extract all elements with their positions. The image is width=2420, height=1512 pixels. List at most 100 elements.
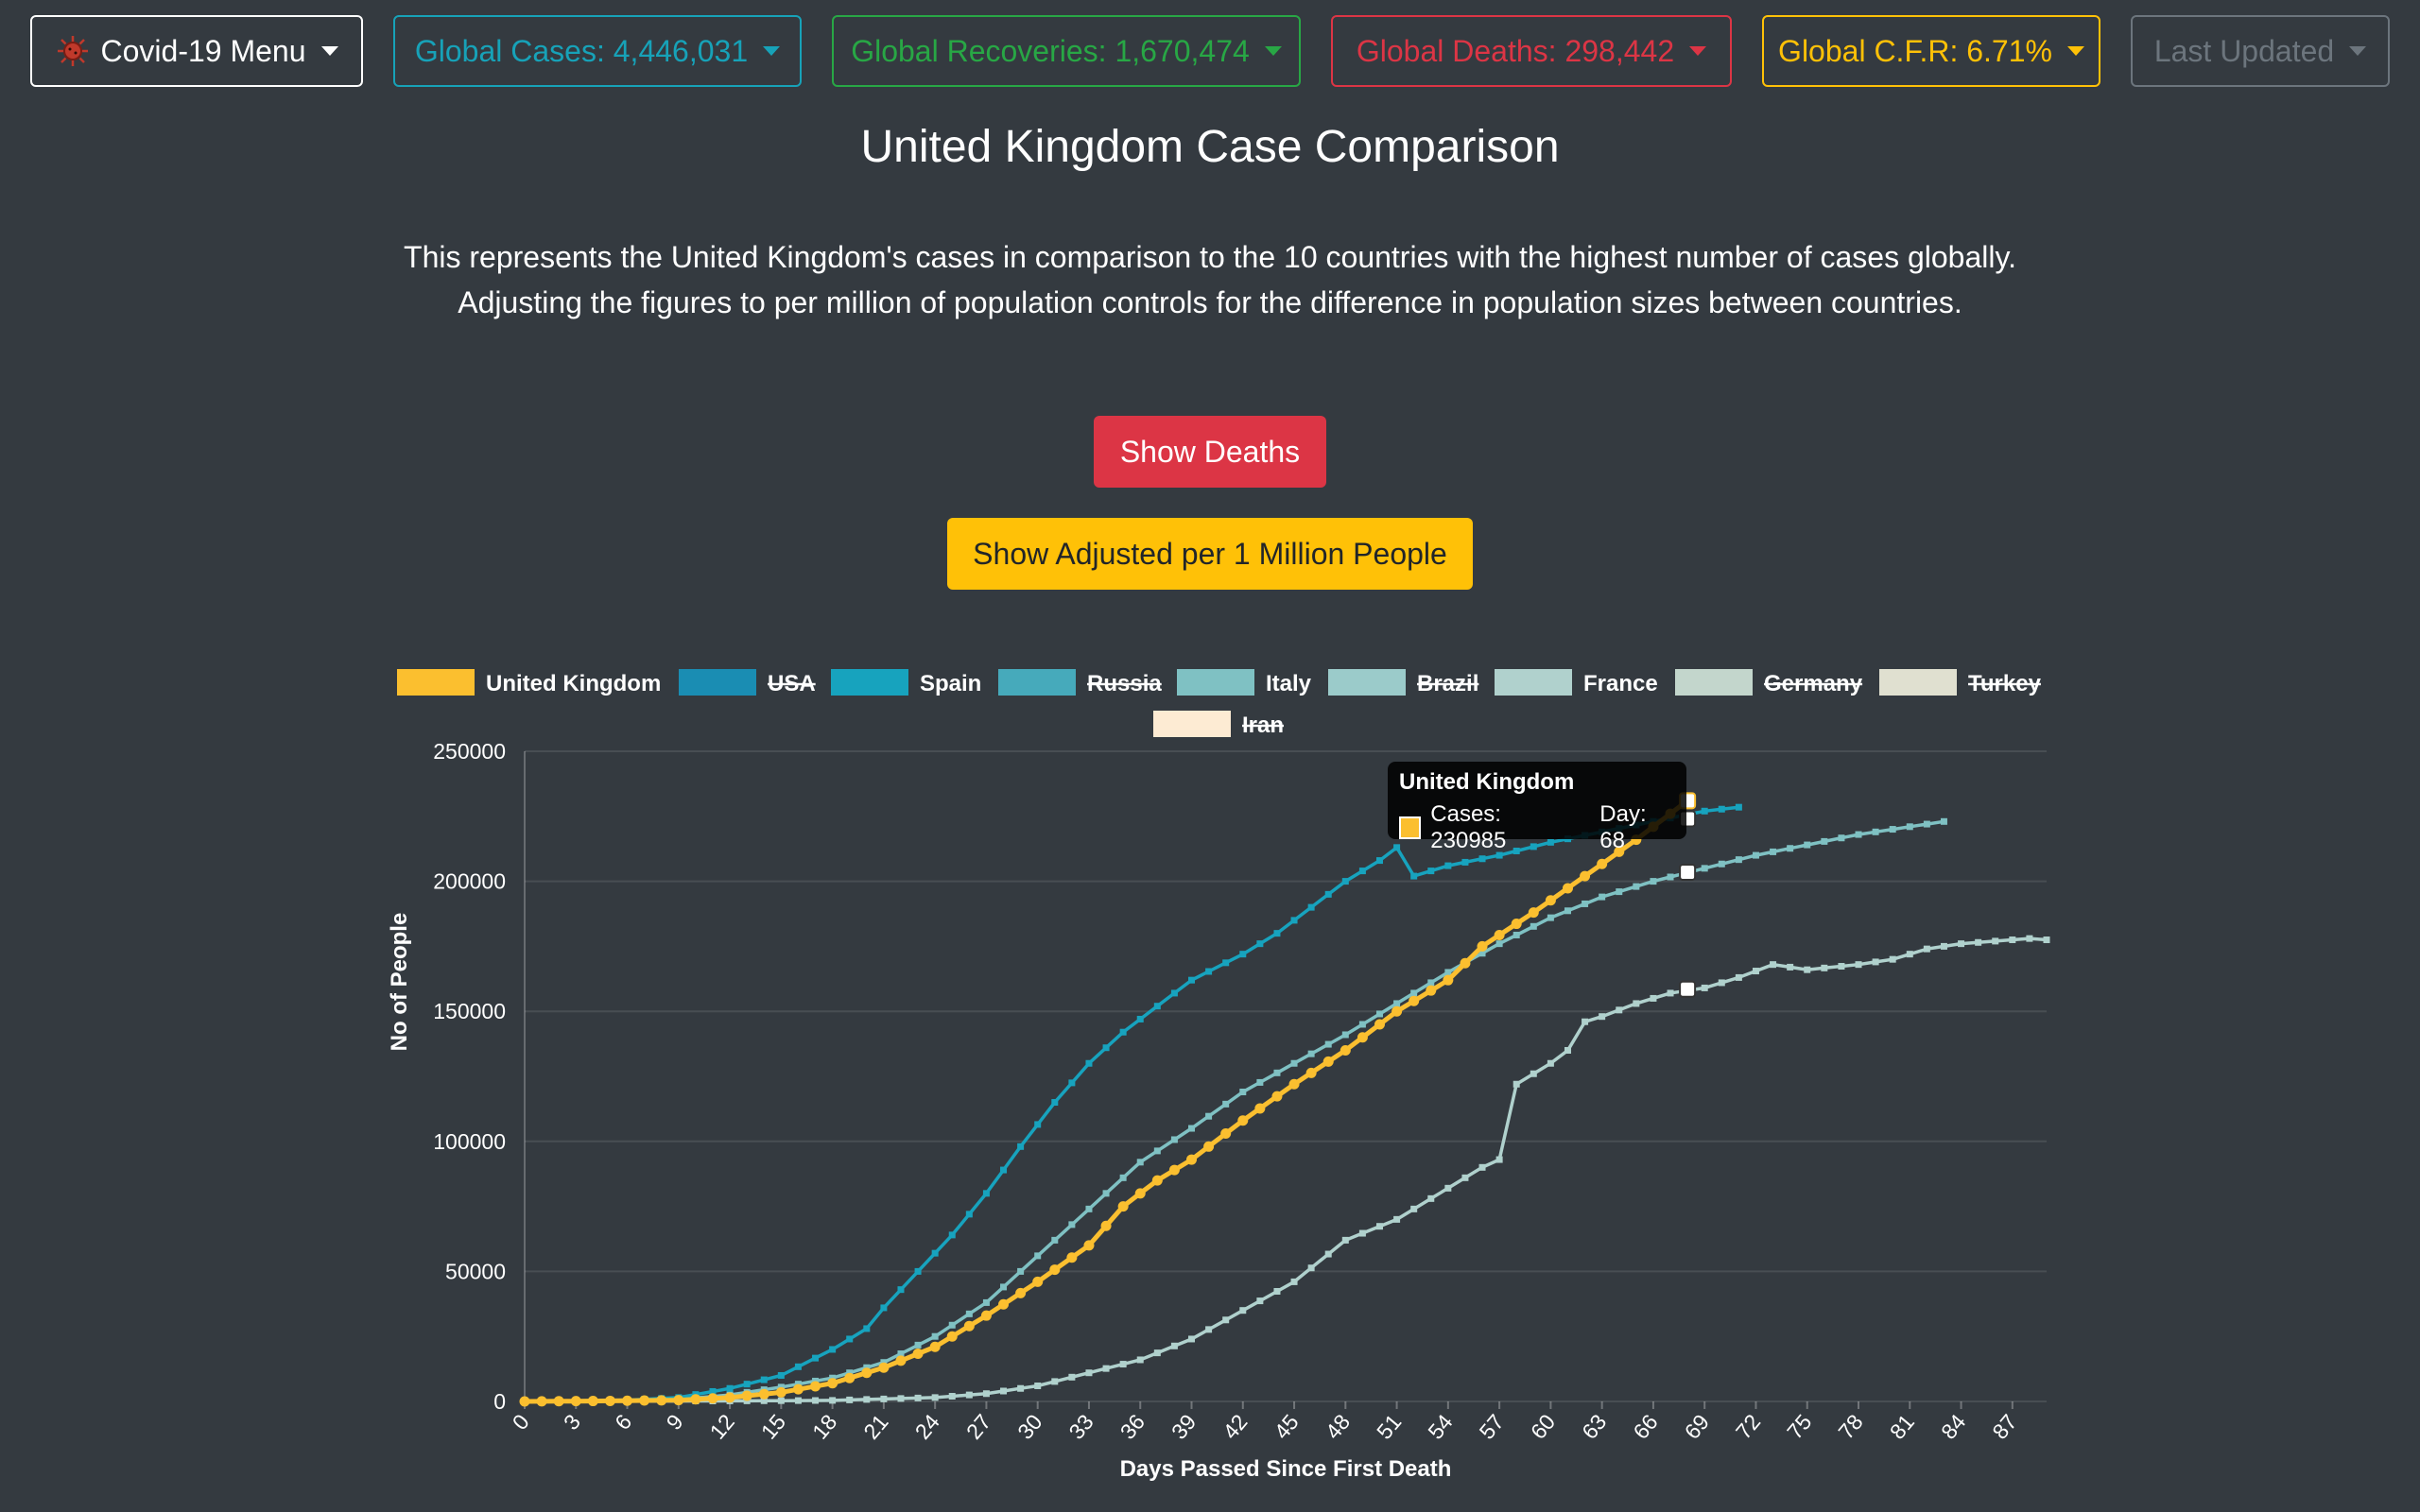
series-line-france [525,936,2048,1403]
data-point-united-kingdom [1322,1056,1334,1067]
data-point-spain [880,1304,888,1312]
data-point-spain [1735,803,1742,811]
data-point-italy [1735,856,1742,864]
data-point-spain [948,1231,956,1239]
data-point-italy [1222,1100,1230,1108]
global-deaths-button[interactable]: Global Deaths: 298,442 [1331,15,1732,87]
x-tick-label: 6 [610,1410,636,1435]
data-point-france [794,1397,802,1404]
data-point-italy [1616,888,1623,896]
data-point-spain [1256,940,1264,948]
data-point-france [1153,1349,1161,1357]
data-point-france [1358,1229,1366,1237]
show-deaths-button[interactable]: Show Deaths [1094,416,1326,488]
data-point-france [1633,1000,1640,1007]
legend-swatch-germany [1675,669,1753,696]
data-point-united-kingdom [980,1310,992,1321]
data-point-united-kingdom [587,1396,598,1407]
legend-label-russia: Russia [1087,671,1162,696]
navbar: Covid-19 Menu Global Cases: 4,446,031 Gl… [0,15,2420,87]
data-point-italy [1564,907,1571,915]
caret-down-icon [320,46,338,56]
data-point-united-kingdom [1203,1141,1215,1152]
data-point-france [1923,945,1930,953]
legend-swatch-italy [1177,669,1254,696]
global-recoveries-button[interactable]: Global Recoveries: 1,670,474 [832,15,1301,87]
data-point-france [1821,964,1828,971]
data-point-france [1650,994,1657,1002]
covid-menu-button[interactable]: Covid-19 Menu [30,15,363,87]
data-point-united-kingdom [656,1395,667,1406]
data-point-france [880,1395,888,1402]
data-point-italy [1633,883,1640,890]
data-point-united-kingdom [775,1386,786,1398]
global-cfr-button[interactable]: Global C.F.R: 6.71% [1762,15,2100,87]
data-point-united-kingdom [1083,1240,1095,1251]
data-point-italy [1650,878,1657,885]
data-point-italy [812,1377,820,1384]
data-point-italy [1393,1000,1401,1007]
y-tick-label: 200000 [433,869,506,894]
data-point-spain [965,1211,973,1218]
data-point-italy [1787,845,1794,852]
x-tick-label: 24 [910,1409,944,1443]
data-point-spain [794,1363,802,1370]
data-point-france [914,1394,922,1401]
data-point-united-kingdom [690,1394,701,1405]
x-tick-label: 54 [1423,1409,1457,1443]
data-point-united-kingdom [861,1367,873,1379]
data-point-france [1068,1373,1076,1381]
data-point-italy [1017,1267,1025,1275]
data-point-spain [1170,989,1178,997]
legend-swatch-spain [831,669,908,696]
data-point-france [982,1390,990,1398]
data-point-italy [1889,826,1896,833]
show-adjusted-button[interactable]: Show Adjusted per 1 Million People [947,518,1473,590]
caret-down-icon [2349,46,2367,56]
data-point-france [1701,984,1708,991]
data-point-united-kingdom [1545,895,1556,906]
data-point-italy [1085,1205,1093,1212]
data-point-spain [812,1354,820,1362]
data-point-france [1564,1046,1571,1054]
data-point-united-kingdom [1237,1115,1249,1126]
data-point-united-kingdom [1409,995,1420,1006]
x-tick-label: 57 [1475,1410,1509,1444]
legend-label-italy: Italy [1266,671,1312,696]
data-point-france [2026,935,2033,942]
data-point-italy [982,1298,990,1306]
data-point-france [1906,951,1913,958]
data-point-spain [1324,890,1332,898]
data-point-united-kingdom [1032,1276,1044,1287]
data-point-spain [931,1249,939,1257]
legend-label-spain: Spain [920,671,981,696]
data-point-spain [897,1286,905,1294]
data-point-france [1889,955,1896,963]
data-point-france [1444,1184,1452,1192]
data-point-united-kingdom [878,1362,890,1373]
data-point-united-kingdom [673,1395,684,1406]
data-point-united-kingdom [553,1396,564,1407]
data-point-united-kingdom [1597,858,1608,869]
global-cases-button[interactable]: Global Cases: 4,446,031 [393,15,802,87]
data-point-united-kingdom [1168,1164,1180,1176]
data-point-france [1273,1287,1281,1295]
data-point-france [1461,1174,1469,1181]
last-updated-button[interactable]: Last Updated [2131,15,2390,87]
data-point-france [1375,1223,1383,1230]
data-point-italy [1906,823,1913,831]
data-point-united-kingdom [1357,1032,1368,1043]
data-point-france [1872,958,1879,966]
data-point-italy [1358,1021,1366,1028]
legend-label-brazil: Brazil [1417,671,1478,696]
data-point-italy [1341,1031,1349,1039]
data-point-france [1599,1013,1606,1021]
data-point-italy [1324,1040,1332,1048]
data-point-spain [1068,1079,1076,1087]
description-line-2: Adjusting the figures to per million of … [458,285,1962,319]
data-point-france [1239,1307,1247,1314]
data-point-france [2009,936,2016,944]
data-point-italy [1547,914,1554,921]
x-tick-label: 0 [508,1410,534,1435]
data-point-france [1735,973,1742,981]
